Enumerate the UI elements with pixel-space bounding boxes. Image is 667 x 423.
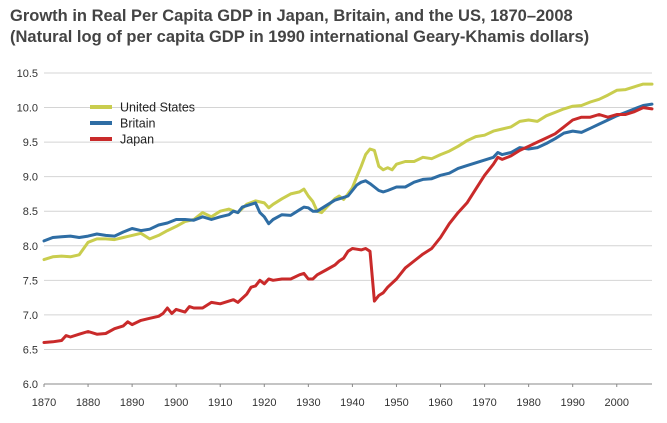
legend-label-japan: Japan [120, 133, 154, 147]
series-line-japan [42, 106, 654, 344]
x-tick-label: 1920 [252, 397, 276, 409]
chart-subtitle: (Natural log of per capita GDP in 1990 i… [10, 28, 590, 46]
y-tick-label: 9.0 [23, 172, 38, 184]
y-tick-label: 10.5 [17, 68, 38, 80]
x-tick-label: 2000 [605, 397, 629, 409]
x-tick-label: 1890 [120, 397, 144, 409]
x-tick-label: 1900 [164, 397, 188, 409]
x-tick-label: 1930 [296, 397, 320, 409]
x-tick-label: 1990 [560, 397, 584, 409]
y-tick-label: 6.5 [23, 344, 38, 356]
chart-title-block: Growth in Real Per Capita GDP in Japan, … [10, 6, 589, 48]
y-tick-label: 7.0 [23, 310, 38, 322]
x-tick-label: 1960 [428, 397, 452, 409]
y-tick-label: 9.5 [23, 137, 38, 149]
y-tick-label: 10.0 [17, 103, 38, 115]
x-tick-label: 1980 [516, 397, 540, 409]
x-tick-label: 1870 [32, 397, 56, 409]
y-tick-label: 7.5 [23, 275, 38, 287]
x-tick-label: 1940 [340, 397, 364, 409]
series-line-britain [42, 102, 654, 243]
x-tick-label: 1950 [384, 397, 408, 409]
x-tick-label: 1880 [76, 397, 100, 409]
chart-title: Growth in Real Per Capita GDP in Japan, … [10, 7, 573, 25]
legend-label-britain: Britain [120, 117, 155, 131]
y-tick-label: 6.0 [23, 379, 38, 391]
x-tick-label: 1910 [208, 397, 232, 409]
legend-label-united-states: United States [120, 101, 195, 115]
y-tick-label: 8.0 [23, 241, 38, 253]
x-tick-label: 1970 [472, 397, 496, 409]
y-tick-label: 8.5 [23, 206, 38, 218]
